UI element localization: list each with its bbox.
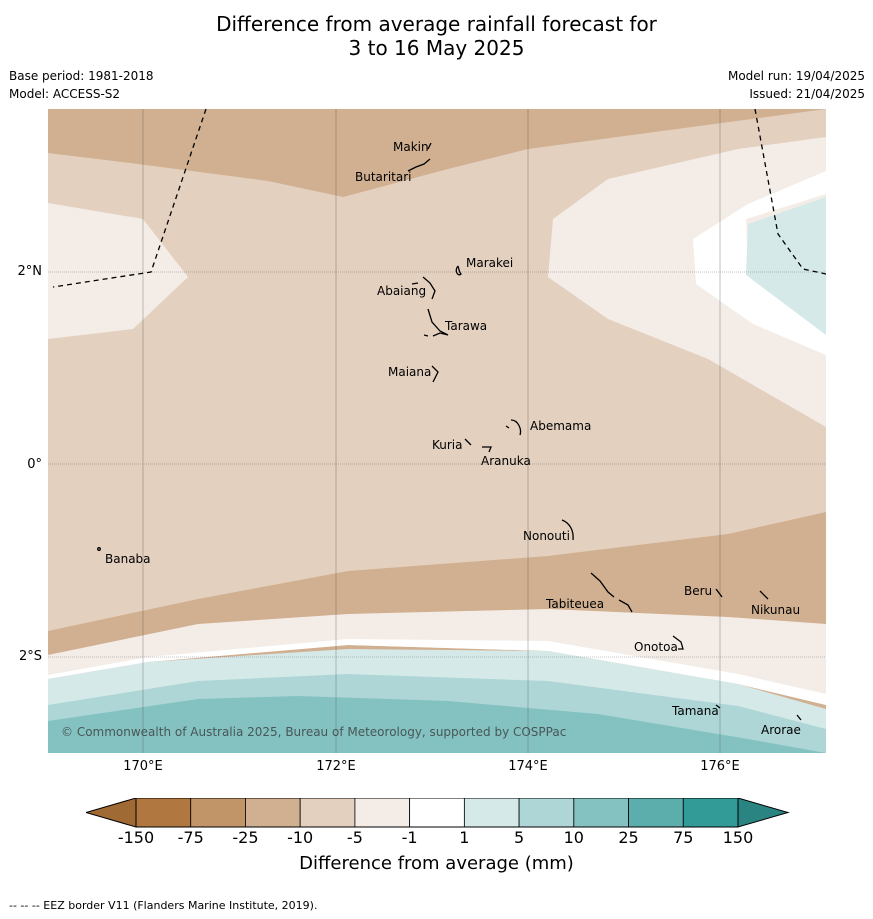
eez-border-west [52, 109, 207, 288]
label-banaba: Banaba [105, 552, 151, 566]
island-nonouti [561, 519, 574, 541]
label-abemama: Abemama [530, 419, 591, 433]
island-abaiang [411, 276, 436, 300]
island-butaritari [407, 158, 431, 172]
colorbar-label: 1 [459, 828, 470, 847]
colorbar-label: 10 [563, 828, 584, 847]
label-tarawa: Tarawa [444, 319, 487, 333]
label-abaiang: Abaiang [377, 284, 426, 298]
label-butaritari: Butaritari [355, 170, 412, 184]
colorbar-segment [245, 798, 301, 828]
label-beru: Beru [684, 584, 712, 598]
issued-date: Issued: 21/04/2025 [749, 87, 865, 101]
meta-left: Base period: 1981-2018 Model: ACCESS-S2 [9, 67, 154, 103]
zone-dry-neutral-south [48, 609, 826, 705]
colorbar-label: -10 [287, 828, 314, 847]
label-arorae: Arorae [761, 723, 801, 737]
zone-dry-neutral-west [48, 203, 188, 339]
eez-borders [52, 109, 826, 288]
colorbar-segment [299, 798, 356, 828]
colorbar-segment [573, 798, 629, 828]
zone-normal-south [48, 639, 826, 705]
lon-tick-172e: 172°E [316, 759, 356, 774]
label-onotoa: Onotoa [634, 640, 678, 654]
island-arorae [796, 714, 802, 721]
colorbar-label: -5 [346, 828, 363, 847]
colorbar-over-arrow [737, 798, 790, 828]
colorbar-label: 5 [513, 828, 525, 847]
zone-wet-slight-east [746, 197, 826, 335]
label-maiana: Maiana [388, 365, 431, 379]
colorbar [86, 798, 790, 828]
island-aranuka [482, 446, 492, 453]
title-line-2: 3 to 16 May 2025 [348, 36, 525, 60]
model-name: Model: ACCESS-S2 [9, 87, 121, 101]
island-beru [715, 588, 723, 598]
label-tabiteuea: Tabiteuea [545, 597, 604, 611]
colorbar-segment [354, 798, 411, 828]
island-labels: Makin Butaritari Marakei Abaiang Tarawa … [105, 140, 801, 737]
colorbar-label: -150 [117, 828, 155, 847]
title-line-1: Difference from average rainfall forecas… [216, 12, 657, 36]
island-onotoa [672, 635, 684, 650]
label-kuria: Kuria [432, 438, 463, 452]
colorbar-segment [135, 798, 192, 828]
label-nikunau: Nikunau [751, 603, 800, 617]
zone-wet-strong-south [48, 696, 826, 753]
colorbar-under-arrow [86, 798, 137, 828]
colorbar-label: 150 [722, 828, 754, 847]
colorbar-label: -75 [177, 828, 204, 847]
lat-tick-2s: 2°S [18, 649, 42, 664]
meta-right: Model run: 19/04/2025 Issued: 21/04/2025 [728, 67, 865, 103]
island-banaba [97, 547, 101, 551]
island-makin [427, 142, 432, 150]
colorbar-segment [518, 798, 575, 828]
label-nonouti: Nonouti [523, 529, 570, 543]
island-maiana [431, 365, 439, 383]
lon-tick-170e: 170°E [123, 759, 163, 774]
island-abemama [505, 419, 522, 436]
lon-tick-174e: 174°E [508, 759, 548, 774]
colorbar-label: -1 [401, 828, 418, 847]
base-period: Base period: 1981-2018 [9, 69, 154, 83]
colorbar-segment [409, 798, 465, 828]
eez-border-east [754, 109, 826, 275]
colorbar-label: -25 [232, 828, 259, 847]
island-tamana [715, 704, 721, 709]
island-tabiteuea-south [618, 599, 633, 613]
lon-tick-176e: 176°E [700, 759, 740, 774]
island-nikunau [759, 590, 769, 600]
lat-tick-0: 0° [27, 457, 42, 472]
colorbar-outline [135, 798, 739, 828]
rainfall-map: Makin Butaritari Marakei Abaiang Tarawa … [48, 109, 826, 753]
island-tabiteuea-north [590, 572, 615, 598]
label-marakei: Marakei [466, 256, 513, 270]
chart-title: Difference from average rainfall forecas… [0, 12, 873, 60]
colorbar-segment [682, 798, 739, 828]
colorbar-title: Difference from average (mm) [299, 853, 574, 874]
colorbar-segment [463, 798, 520, 828]
island-tarawa [423, 308, 449, 337]
label-makin: Makin [393, 140, 429, 154]
lat-tick-2n: 2°N [17, 264, 43, 279]
gridlines [48, 109, 826, 753]
colorbar-label: 25 [618, 828, 639, 847]
label-aranuka: Aranuka [481, 454, 531, 468]
colorbar-segment [190, 798, 246, 828]
copyright-notice: © Commonwealth of Australia 2025, Bureau… [61, 725, 566, 739]
label-tamana: Tamana [671, 704, 719, 718]
island-outlines [97, 142, 802, 721]
island-marakei [455, 265, 462, 276]
colorbar-label: 75 [673, 828, 694, 847]
colorbar-segments [135, 798, 739, 828]
colorbar-segment [628, 798, 684, 828]
island-kuria [464, 438, 472, 446]
model-run: Model run: 19/04/2025 [727, 69, 865, 83]
eez-footnote: -- -- -- EEZ border V11 (Flanders Marine… [9, 899, 318, 912]
